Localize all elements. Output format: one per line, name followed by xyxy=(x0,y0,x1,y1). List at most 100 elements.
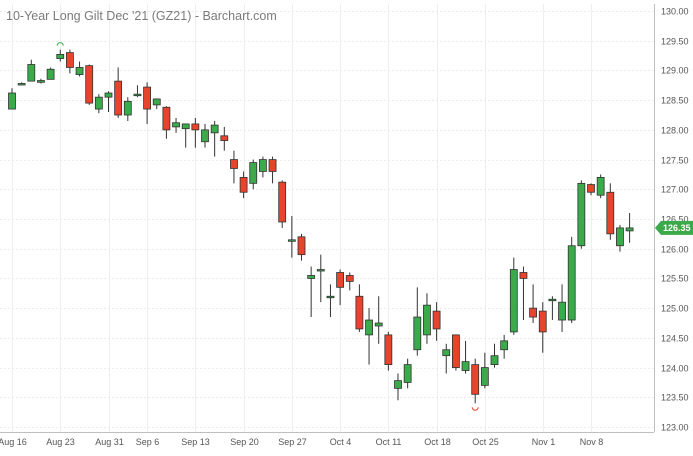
candle-body xyxy=(606,191,615,235)
candle xyxy=(191,117,200,148)
candle xyxy=(490,343,499,368)
last-price-marker: 126.35 xyxy=(655,220,693,235)
candle xyxy=(374,296,383,344)
candle xyxy=(577,180,586,249)
candle xyxy=(423,293,431,344)
candle-body xyxy=(114,80,123,116)
candle-body xyxy=(85,65,94,104)
candle xyxy=(56,49,65,62)
candle xyxy=(509,257,518,335)
candle xyxy=(461,340,470,374)
candle xyxy=(529,284,537,323)
candle xyxy=(143,82,152,124)
x-tick-label: Sep 13 xyxy=(181,437,210,447)
candle xyxy=(123,97,132,121)
candle xyxy=(66,49,74,74)
candle-body xyxy=(66,52,74,68)
candle xyxy=(365,308,373,365)
candle-body xyxy=(509,269,518,333)
candle xyxy=(413,287,422,356)
candle xyxy=(355,284,364,332)
candle-body xyxy=(249,162,258,184)
x-tick-label: Oct 18 xyxy=(424,437,451,447)
candle xyxy=(625,213,634,243)
candle xyxy=(230,150,238,184)
candle xyxy=(471,358,480,404)
candle-body xyxy=(355,295,364,330)
candle-body xyxy=(143,86,152,110)
candle xyxy=(37,78,45,84)
candle-body xyxy=(191,123,200,131)
candle xyxy=(297,233,306,261)
last-price-flag xyxy=(655,220,693,235)
candle-body xyxy=(152,98,161,106)
y-tick-label: 129.50 xyxy=(661,37,689,47)
x-axis-ticks: Aug 16 Aug 23 Aug 31 Sep 6 Sep 13 Sep 20 Sep 2… xyxy=(0,437,603,447)
candle xyxy=(8,88,16,110)
y-tick-label: 128.50 xyxy=(661,96,689,106)
candle-body xyxy=(8,92,16,110)
candle xyxy=(567,236,576,323)
candle-body xyxy=(336,272,345,288)
candle xyxy=(172,117,180,133)
candle xyxy=(316,254,325,303)
candle-body xyxy=(413,316,422,351)
candle-body xyxy=(278,181,287,223)
candle xyxy=(258,156,267,178)
candle-body xyxy=(384,334,393,365)
candle-body xyxy=(17,83,26,86)
candle-body xyxy=(480,367,489,386)
x-tick-label: Sep 20 xyxy=(230,437,259,447)
candle-body xyxy=(133,93,142,97)
candle-body xyxy=(432,310,441,330)
candle-body xyxy=(365,319,373,336)
x-tick-label: Sep 6 xyxy=(136,437,160,447)
y-tick-label: 128.00 xyxy=(661,126,689,136)
candle-body xyxy=(258,159,267,172)
candle-body xyxy=(529,307,537,318)
x-tick-label: Aug 23 xyxy=(46,437,75,447)
y-tick-label: 125.00 xyxy=(661,304,689,314)
candle-body xyxy=(287,239,296,242)
candle xyxy=(596,174,605,199)
x-tick-label: Nov 1 xyxy=(532,437,556,447)
candles xyxy=(8,49,634,404)
candle-body xyxy=(181,123,190,130)
candle-body xyxy=(616,227,624,247)
candle xyxy=(17,82,26,86)
candle-body xyxy=(500,340,509,351)
candle-body xyxy=(577,182,586,247)
candle xyxy=(75,61,84,77)
x-tick-label: Nov 8 xyxy=(580,437,604,447)
candle-body xyxy=(297,236,306,256)
candle xyxy=(451,334,460,371)
candle-body xyxy=(316,269,325,272)
candle xyxy=(616,224,624,252)
candle-body xyxy=(596,176,605,196)
high-low-markers xyxy=(56,42,479,411)
candle xyxy=(403,358,412,389)
candle-body xyxy=(201,129,209,143)
candle-body xyxy=(104,92,113,98)
candle-body xyxy=(423,304,431,336)
candle-body xyxy=(471,364,480,395)
x-tick-label: Aug 16 xyxy=(0,437,27,447)
candle xyxy=(345,272,354,291)
candle-body xyxy=(548,298,557,302)
grid xyxy=(0,4,654,432)
x-tick-label: Sep 27 xyxy=(278,437,307,447)
candle xyxy=(587,183,595,196)
candle-body xyxy=(345,275,354,282)
candle-body xyxy=(94,96,103,110)
x-tick-label: Oct 25 xyxy=(472,437,499,447)
candle-body xyxy=(56,53,65,59)
candle-body xyxy=(162,106,171,131)
candle-body xyxy=(490,355,499,365)
y-tick-label: 125.50 xyxy=(661,274,689,284)
candle-body xyxy=(326,295,335,299)
candle-body xyxy=(46,68,55,80)
candle-body xyxy=(75,67,84,75)
y-tick-label: 124.00 xyxy=(661,364,689,374)
